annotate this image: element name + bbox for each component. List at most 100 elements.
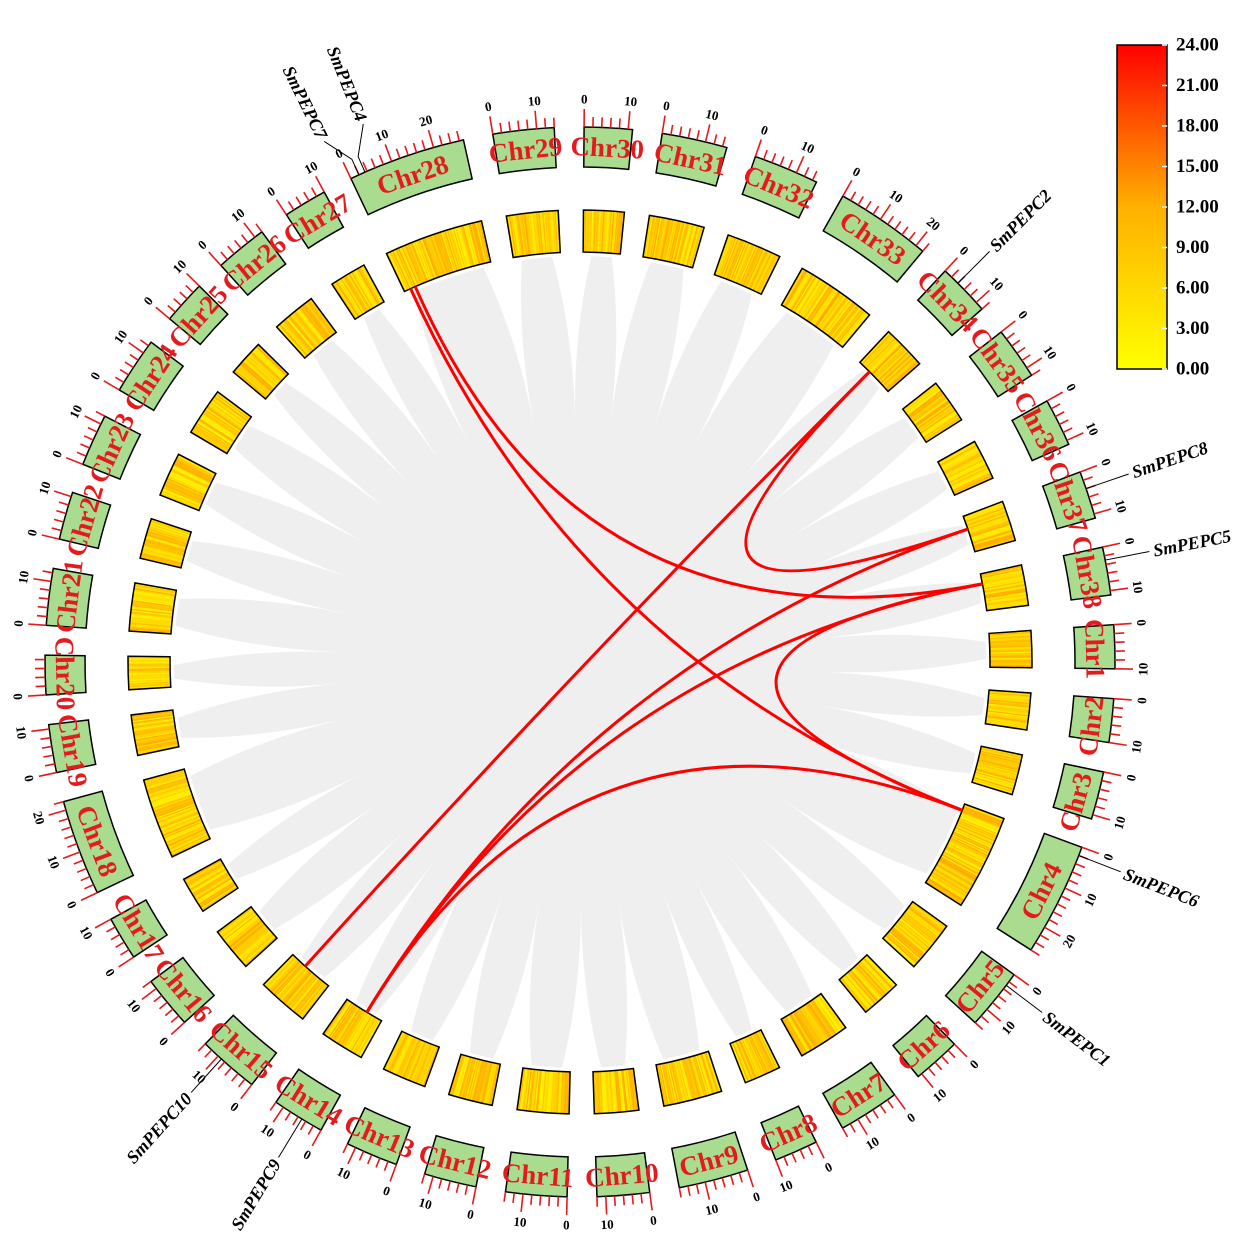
- heatmap-stripe: [825, 300, 853, 335]
- heatmap-stripe: [786, 1015, 810, 1053]
- heatmap-stripe: [983, 583, 1026, 592]
- heatmap-stripe: [784, 270, 807, 308]
- heatmap-stripe: [238, 364, 272, 393]
- heatmap-stripe: [723, 238, 741, 279]
- heatmap-stripe: [685, 1057, 698, 1099]
- heatmap-stripe: [729, 241, 747, 281]
- heatmap-stripe: [154, 799, 195, 816]
- heatmap-stripe: [665, 1062, 677, 1105]
- heatmap-stripe: [403, 245, 422, 285]
- ribbon-gap-wedge: [752, 828, 887, 959]
- heatmap-stripe: [384, 1031, 404, 1071]
- heatmap-stripe: [956, 822, 996, 841]
- heatmap-stripe: [967, 515, 1009, 531]
- heatmap-stripe: [615, 1070, 621, 1113]
- heatmap-stripe: [620, 1069, 627, 1112]
- heatmap-stripe: [950, 837, 989, 857]
- heatmap-stripe: [681, 224, 694, 266]
- chromosome-tick: [370, 158, 376, 169]
- heatmap-stripe: [190, 869, 228, 893]
- chromosome-chr22: [58, 491, 112, 550]
- heatmap-stripe: [128, 671, 171, 674]
- heatmap-stripe: [411, 241, 429, 282]
- chromosome-tick: [975, 289, 990, 304]
- heatmap-stripe: [290, 977, 319, 1011]
- heatmap-stripe: [527, 212, 534, 255]
- heatmap-stripe: [802, 1005, 827, 1042]
- heatmap-stripe: [945, 846, 984, 867]
- heatmap-stripe: [331, 1004, 356, 1041]
- heatmap-stripe: [717, 236, 734, 277]
- heatmap-stripe: [164, 824, 204, 843]
- chromosome-tick: [963, 281, 972, 291]
- heatmap-stripe: [983, 584, 1026, 594]
- heatmap-stripe: [229, 920, 263, 949]
- heatmap-stripe: [282, 970, 312, 1004]
- chromosome-tick: [106, 926, 116, 933]
- tick-label: 10: [799, 138, 817, 157]
- heatmap-stripe: [682, 224, 695, 266]
- heatmap-stripe: [196, 879, 234, 903]
- heatmap-stripe: [894, 923, 928, 953]
- heatmap-stripe: [972, 777, 1014, 792]
- ribbon-gap-wedge: [323, 855, 439, 1002]
- heatmap-stripe: [756, 1031, 777, 1070]
- heatmap-stripe: [243, 359, 276, 389]
- heatmap-stripe: [674, 222, 686, 264]
- heatmap-block-chr26: [275, 297, 338, 360]
- heatmap-stripe: [832, 305, 860, 340]
- heatmap-stripe: [989, 660, 1032, 662]
- heatmap-stripe: [354, 269, 377, 307]
- heatmap-stripe: [985, 594, 1028, 603]
- heatmap-stripe: [434, 233, 450, 274]
- heatmap-stripe: [850, 968, 880, 1002]
- heatmap-stripe: [941, 853, 980, 875]
- chromosome-tick: [1050, 403, 1061, 410]
- heatmap-stripe: [192, 872, 229, 896]
- ribbon-gap-wedge: [561, 901, 602, 1069]
- heatmap-stripe: [327, 1002, 353, 1039]
- heatmap-stripe: [171, 467, 210, 487]
- heatmap-stripe: [155, 802, 196, 818]
- chromosome-tick: [27, 694, 47, 697]
- chromosome-tick: [539, 1195, 542, 1206]
- chromosome-tick: [927, 1067, 936, 1077]
- heatmap-stripe: [959, 816, 999, 834]
- heatmap-stripe: [705, 1051, 721, 1093]
- heatmap-stripe: [934, 866, 972, 889]
- heatmap-stripe: [871, 344, 904, 376]
- heatmap-stripe: [142, 548, 184, 561]
- heatmap-stripe: [758, 254, 778, 294]
- heatmap-stripe: [606, 1071, 611, 1114]
- chromosome-tick: [314, 175, 325, 193]
- heatmap-stripe: [609, 1070, 615, 1113]
- chromosome-tick: [712, 1179, 718, 1190]
- heatmap-stripe: [470, 223, 483, 265]
- chromosome-tick: [857, 1118, 868, 1136]
- heatmap-stripe: [341, 1010, 365, 1047]
- heatmap-stripe: [743, 247, 763, 287]
- heatmap-stripe: [624, 1069, 631, 1112]
- heatmap-stripe: [136, 739, 178, 750]
- heatmap-stripe: [248, 353, 281, 383]
- chromosome-tick: [921, 1073, 934, 1089]
- chromosome-tick: [243, 222, 256, 238]
- heatmap-stripe: [863, 957, 894, 989]
- heatmap-stripe: [131, 600, 174, 609]
- chromosome-tick: [893, 1094, 906, 1110]
- heatmap-stripe: [418, 1044, 435, 1085]
- heatmap-stripe: [647, 216, 656, 258]
- chromosome-tick: [1102, 542, 1121, 548]
- heatmap-stripe: [805, 1003, 831, 1040]
- heatmap-stripe: [309, 299, 336, 334]
- heatmap-stripe: [789, 273, 813, 311]
- heatmap-stripe: [984, 586, 1026, 596]
- heatmap-stripe: [348, 272, 372, 310]
- heatmap-stripe: [158, 809, 198, 827]
- heatmap-stripe: [860, 332, 891, 365]
- ribbon-gap-wedge: [173, 678, 341, 719]
- heatmap-stripe: [232, 924, 266, 953]
- heatmap-stripe: [417, 239, 434, 280]
- heatmap-stripe: [220, 910, 255, 937]
- heatmap-stripe: [128, 684, 171, 689]
